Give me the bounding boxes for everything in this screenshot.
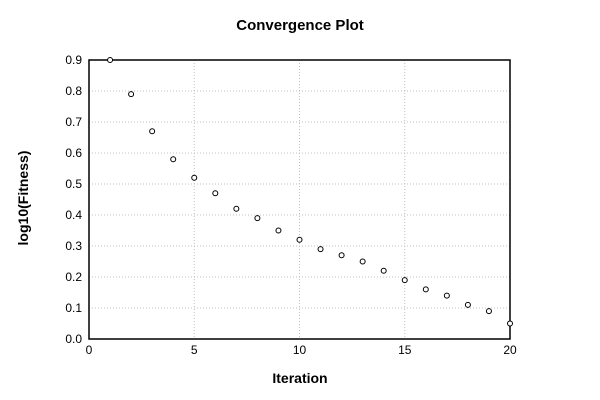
chart-title: Convergence Plot <box>236 17 364 34</box>
y-tick-label: 0.2 <box>65 270 82 284</box>
data-point <box>485 308 492 315</box>
y-tick-label: 0.5 <box>65 177 82 191</box>
y-tick-label: 0.8 <box>65 84 82 98</box>
x-tick-label: 20 <box>503 343 517 357</box>
y-tick-label: 0.6 <box>65 146 82 160</box>
data-point <box>338 252 345 259</box>
y-axis-label: log10(Fitness) <box>15 151 31 246</box>
y-tick-label: 0.0 <box>65 332 82 346</box>
y-tick-label: 0.1 <box>65 301 82 315</box>
x-axis-label: Iteration <box>272 370 327 386</box>
data-point <box>170 156 177 163</box>
y-tick-label: 0.7 <box>65 115 82 129</box>
data-point <box>464 301 471 308</box>
plot-frame <box>88 59 511 340</box>
x-tick-label: 10 <box>293 343 307 357</box>
tick-labels-layer: 0 5 10 15 20 0.0 0.1 0.2 0.3 0.4 0.5 0.6 0.7 0.8 0.9 <box>65 53 517 357</box>
x-tick-label: 15 <box>398 343 412 357</box>
x-tick-label: 5 <box>191 343 198 357</box>
data-point <box>422 286 429 293</box>
y-tick-label: 0.3 <box>65 239 82 253</box>
data-point <box>507 320 513 327</box>
y-tick-label: 0.9 <box>65 53 82 67</box>
data-point <box>107 57 114 63</box>
data-points-layer <box>107 57 513 327</box>
grid-layer <box>89 60 510 339</box>
data-point <box>128 91 135 98</box>
data-point <box>254 215 261 222</box>
x-tick-label: 0 <box>86 343 93 357</box>
data-point <box>212 190 219 197</box>
data-point <box>191 174 198 181</box>
data-point <box>359 258 366 265</box>
data-point <box>317 246 324 253</box>
y-tick-label: 0.4 <box>65 208 82 222</box>
data-point <box>380 267 387 274</box>
data-point <box>149 128 156 135</box>
data-point <box>443 292 450 299</box>
data-point <box>233 205 240 212</box>
data-point <box>401 277 408 284</box>
data-point <box>296 236 303 243</box>
data-point <box>275 227 282 234</box>
